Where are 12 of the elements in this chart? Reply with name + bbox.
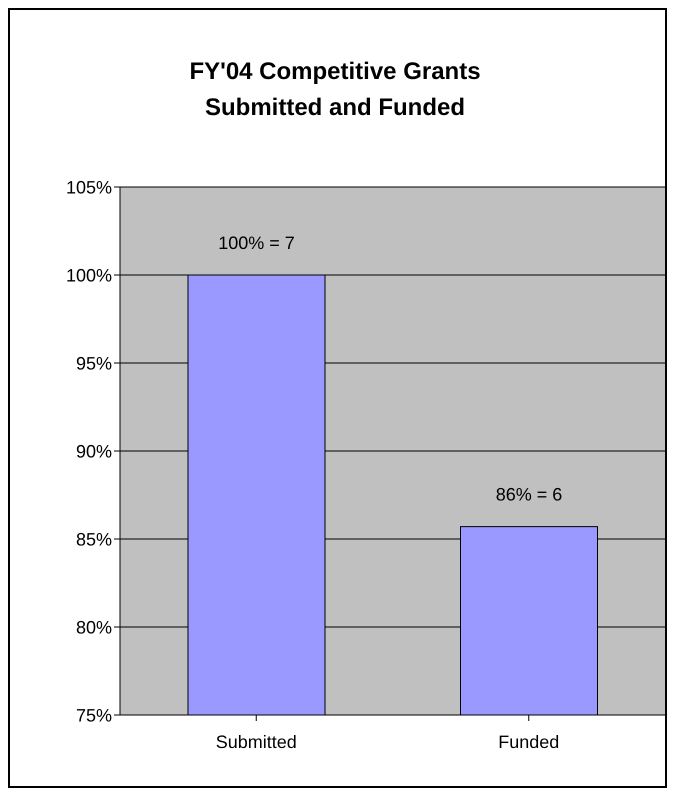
y-tick-label: 80% <box>76 617 112 638</box>
data-label: 100% = 7 <box>218 233 295 253</box>
y-tick-label: 100% <box>66 265 112 286</box>
chart-title: FY'04 Competitive Grants Submitted and Funded <box>188 57 482 123</box>
y-tick-label: 90% <box>76 441 112 462</box>
y-tick-label: 95% <box>76 353 112 374</box>
x-tick-label: Submitted <box>216 732 297 752</box>
y-tick-label: 75% <box>76 705 112 726</box>
y-tick-label: 105% <box>66 177 112 198</box>
x-tick-label: Funded <box>498 732 560 752</box>
data-label: 86% = 6 <box>496 484 562 505</box>
y-tick-label: 85% <box>76 529 112 550</box>
